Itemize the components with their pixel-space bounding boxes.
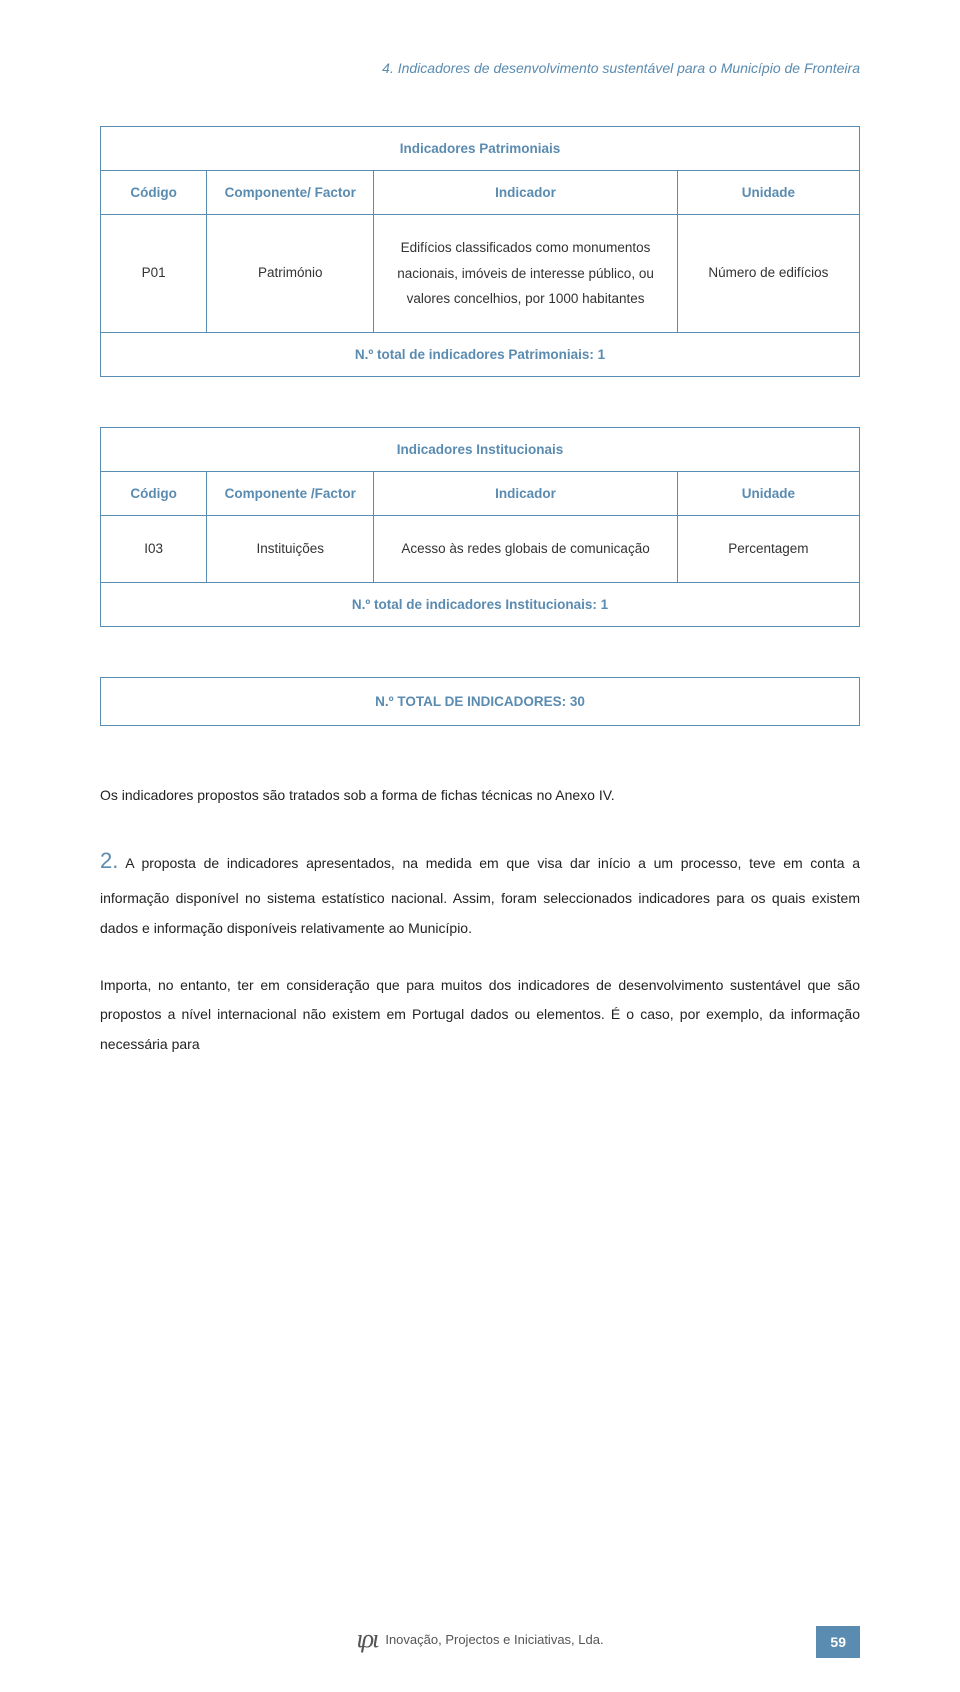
logo-text: Inovação, Projectos e Iniciativas, Lda.	[385, 1632, 603, 1647]
col-unidade: Unidade	[677, 171, 859, 215]
cell-unidade: Número de edifícios	[677, 215, 859, 333]
table-footer: N.º total de indicadores Institucionais:…	[101, 582, 860, 626]
cell-indicador: Acesso às redes globais de comunicação	[374, 515, 678, 582]
cell-unidade: Percentagem	[677, 515, 859, 582]
cell-componente: Instituições	[207, 515, 374, 582]
table-title: Indicadores Institucionais	[101, 427, 860, 471]
table-row: P01 Património Edifícios classificados c…	[101, 215, 860, 333]
table-footer-row: N.º total de indicadores Institucionais:…	[101, 582, 860, 626]
lead-number: 2.	[100, 848, 118, 873]
table-header-row: Código Componente /Factor Indicador Unid…	[101, 471, 860, 515]
col-codigo: Código	[101, 171, 207, 215]
table-total: N.º TOTAL DE INDICADORES: 30	[100, 677, 860, 726]
total-indicadores: N.º TOTAL DE INDICADORES: 30	[101, 677, 860, 725]
table-institucionais: Indicadores Institucionais Código Compon…	[100, 427, 860, 627]
table-footer: N.º total de indicadores Patrimoniais: 1	[101, 332, 860, 376]
cell-codigo: I03	[101, 515, 207, 582]
paragraph-2-text: A proposta de indicadores apresentados, …	[100, 855, 860, 936]
logo-glyph-icon: ιρι	[356, 1624, 377, 1654]
col-indicador: Indicador	[374, 471, 678, 515]
cell-componente: Património	[207, 215, 374, 333]
table-header-row: Código Componente/ Factor Indicador Unid…	[101, 171, 860, 215]
table-row: I03 Instituições Acesso às redes globais…	[101, 515, 860, 582]
paragraph-intro: Os indicadores propostos são tratados so…	[100, 781, 860, 810]
table-title-row: Indicadores Patrimoniais	[101, 127, 860, 171]
table-footer-row: N.º total de indicadores Patrimoniais: 1	[101, 332, 860, 376]
section-header: 4. Indicadores de desenvolvimento susten…	[100, 60, 860, 76]
col-indicador: Indicador	[374, 171, 678, 215]
col-unidade: Unidade	[677, 471, 859, 515]
cell-indicador: Edifícios classificados como monumentos …	[374, 215, 678, 333]
col-componente: Componente/ Factor	[207, 171, 374, 215]
col-componente: Componente /Factor	[207, 471, 374, 515]
col-codigo: Código	[101, 471, 207, 515]
table-patrimoniais: Indicadores Patrimoniais Código Componen…	[100, 126, 860, 377]
footer-logo: ιρι Inovação, Projectos e Iniciativas, L…	[356, 1624, 603, 1654]
page-number: 59	[816, 1626, 860, 1658]
table-title-row: Indicadores Institucionais	[101, 427, 860, 471]
paragraph-2: 2. A proposta de indicadores apresentado…	[100, 838, 860, 943]
table-title: Indicadores Patrimoniais	[101, 127, 860, 171]
paragraph-3: Importa, no entanto, ter em consideração…	[100, 971, 860, 1059]
cell-codigo: P01	[101, 215, 207, 333]
page-footer: ιρι Inovação, Projectos e Iniciativas, L…	[100, 1624, 860, 1654]
